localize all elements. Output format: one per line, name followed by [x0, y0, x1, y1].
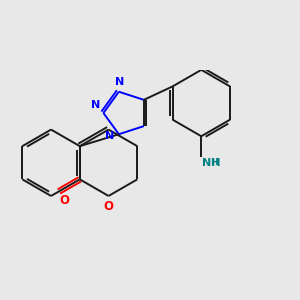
Text: H: H — [211, 158, 218, 167]
Text: NH: NH — [202, 158, 220, 168]
Text: N: N — [91, 100, 100, 110]
Text: N: N — [105, 130, 114, 140]
Text: O: O — [59, 194, 69, 207]
Text: N: N — [115, 77, 124, 87]
Text: O: O — [103, 200, 114, 213]
